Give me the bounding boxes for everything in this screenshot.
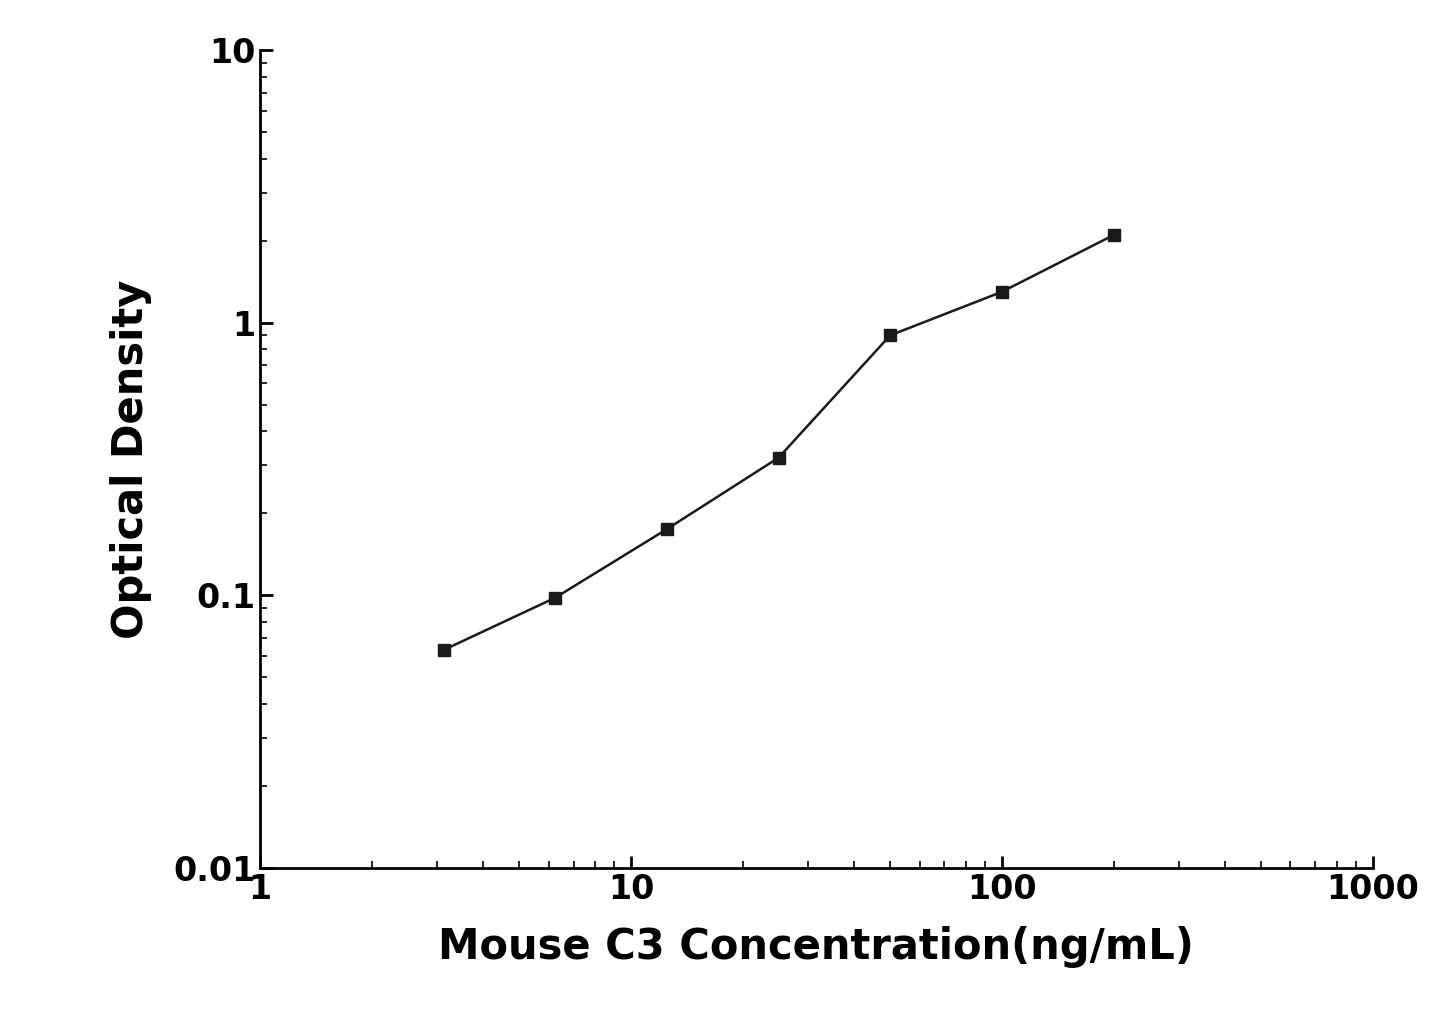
Y-axis label: Optical Density: Optical Density — [110, 279, 152, 639]
X-axis label: Mouse C3 Concentration(ng/mL): Mouse C3 Concentration(ng/mL) — [438, 926, 1195, 969]
